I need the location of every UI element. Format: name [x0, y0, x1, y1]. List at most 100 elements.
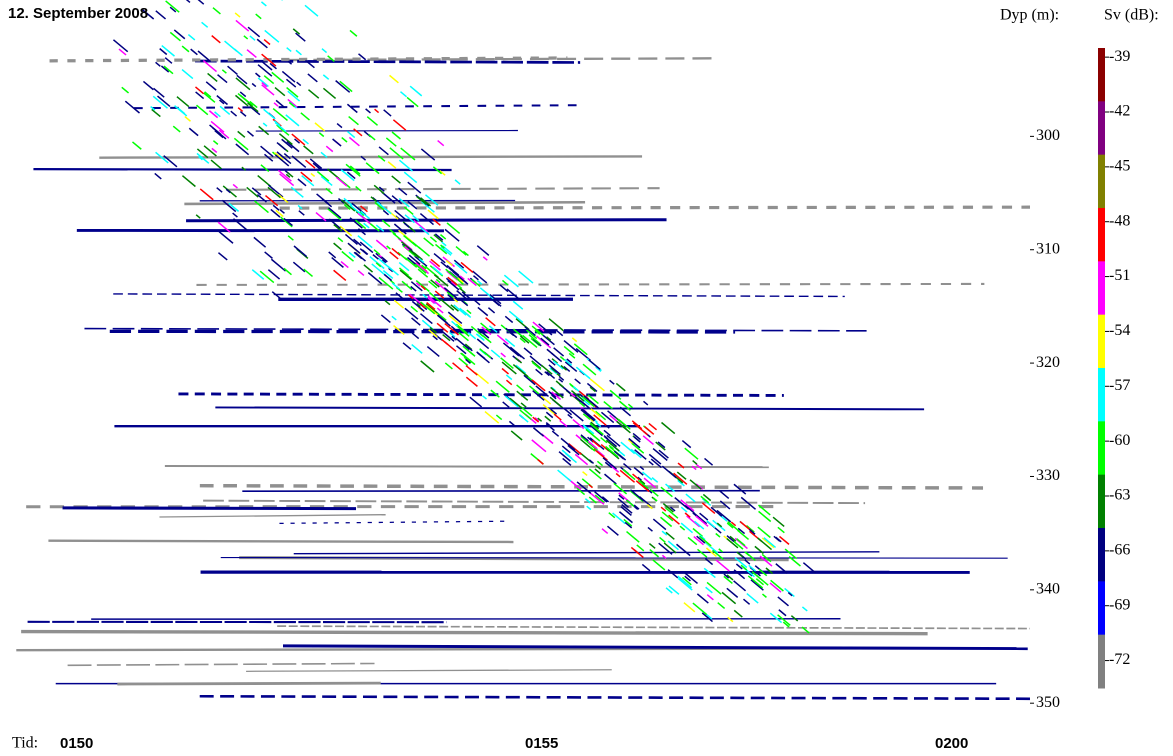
echo-trace — [633, 423, 647, 435]
echo-trace — [680, 526, 685, 530]
x-tick-label: 0200 — [935, 735, 968, 752]
page: {"chart_data": {"type": "echogram", "tit… — [0, 0, 1173, 756]
echo-trace — [430, 237, 436, 242]
echo-trace — [165, 58, 172, 64]
echo-trace — [296, 50, 301, 55]
chart-title: 12. September 2008 — [8, 5, 148, 22]
echo-trace — [418, 247, 429, 256]
echo-trace — [758, 527, 771, 537]
echo-trace — [486, 318, 496, 326]
colorbar-tick-label: -48 — [1109, 212, 1130, 229]
echo-trace — [212, 148, 217, 152]
colorbar-segment — [1098, 315, 1105, 369]
echo-trace — [384, 110, 391, 116]
echo-trace — [470, 352, 475, 356]
echo-trace — [394, 300, 403, 308]
echo-trace — [421, 361, 434, 372]
echo-trace — [483, 257, 487, 260]
echo-trace — [162, 46, 175, 57]
echo-trace — [358, 271, 364, 276]
echo-trace — [662, 423, 675, 434]
echo-trace — [648, 527, 652, 531]
echo-trace — [301, 113, 310, 120]
echo-trace — [649, 461, 653, 465]
echo-trace — [699, 536, 711, 546]
echo-layer — [178, 394, 783, 396]
echo-trace — [581, 410, 594, 421]
echo-trace — [595, 469, 600, 473]
echo-trace — [604, 430, 610, 435]
echo-trace — [719, 491, 728, 499]
echo-trace — [296, 33, 306, 41]
echo-trace — [235, 13, 240, 17]
echo-layer — [110, 331, 735, 332]
colorbar-tick-label: -69 — [1109, 596, 1130, 613]
echo-trace — [496, 381, 509, 392]
echo-trace — [210, 125, 221, 135]
echo-trace — [305, 5, 318, 16]
echo-trace — [299, 211, 304, 216]
echo-trace — [510, 347, 524, 359]
echo-trace — [231, 111, 237, 116]
echo-trace — [248, 27, 260, 37]
echo-trace — [208, 73, 218, 81]
echo-trace — [662, 466, 676, 478]
echo-layer — [280, 207, 1030, 208]
echo-trace — [287, 141, 299, 151]
echo-trace — [392, 132, 400, 139]
echo-layer — [33, 169, 451, 170]
colorbar-segment — [1098, 155, 1105, 209]
echo-trace — [664, 543, 676, 553]
colorbar-segment — [1098, 421, 1105, 475]
echo-trace — [616, 473, 620, 476]
echo-trace — [189, 128, 198, 135]
echo-trace — [716, 533, 720, 537]
echo-trace — [272, 292, 282, 300]
echo-trace — [485, 412, 499, 423]
echo-trace — [562, 450, 572, 458]
echo-trace — [543, 405, 556, 416]
echo-trace — [204, 93, 215, 102]
echo-trace — [154, 88, 165, 97]
echo-trace — [686, 494, 695, 502]
echo-trace — [264, 40, 270, 45]
echo-trace — [240, 112, 246, 117]
echo-trace — [228, 66, 238, 74]
echo-trace — [587, 506, 591, 509]
echo-trace — [132, 142, 141, 149]
echo-trace — [185, 117, 191, 122]
echo-trace — [275, 88, 285, 96]
echo-trace — [182, 176, 195, 187]
echo-trace — [271, 259, 285, 271]
echo-trace — [698, 549, 707, 557]
echo-trace — [342, 251, 354, 261]
echo-trace — [178, 108, 185, 114]
echo-layer — [221, 558, 1008, 559]
echo-trace — [444, 342, 456, 352]
echo-layer — [165, 466, 769, 467]
echo-trace — [435, 281, 448, 292]
echo-trace — [263, 123, 267, 126]
echo-trace — [519, 271, 533, 283]
echo-trace — [272, 72, 284, 82]
echo-trace — [524, 348, 532, 355]
echo-trace — [707, 595, 713, 600]
echo-trace — [388, 162, 396, 168]
echo-trace — [125, 101, 139, 113]
echo-trace — [261, 146, 274, 156]
echo-trace — [323, 75, 328, 79]
echo-trace — [693, 603, 707, 614]
echo-trace — [442, 242, 446, 246]
echo-trace — [488, 308, 494, 313]
echo-trace — [652, 478, 658, 483]
echo-trace — [705, 458, 713, 465]
echo-trace — [421, 149, 434, 160]
echo-trace — [643, 401, 647, 405]
echo-trace — [233, 184, 237, 188]
echo-trace — [247, 50, 256, 58]
echo-trace — [602, 529, 608, 534]
echo-trace — [610, 380, 615, 384]
echo-layer — [186, 220, 666, 221]
echo-trace — [554, 348, 564, 356]
y-tick-label: 350 — [1036, 694, 1060, 711]
